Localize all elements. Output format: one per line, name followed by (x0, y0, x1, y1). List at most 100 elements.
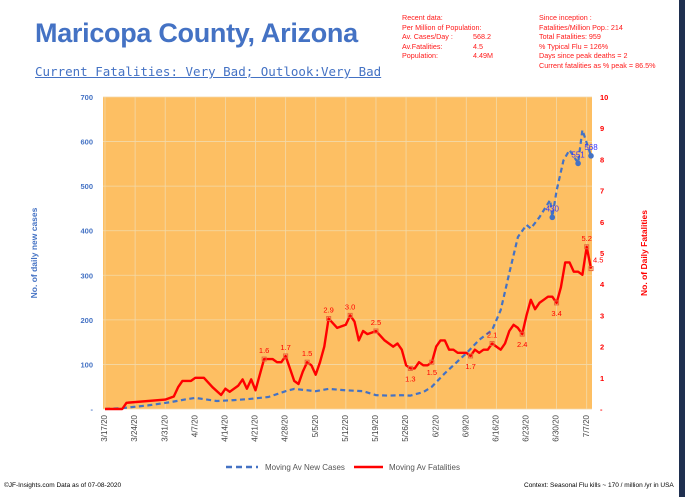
right-tick-label: 4 (600, 280, 605, 289)
fatalities-data-point (347, 312, 353, 318)
left-tick-label: 400 (80, 227, 93, 236)
x-tick-label: 5/26/20 (401, 414, 410, 441)
right-tick-label: 1 (600, 374, 604, 383)
fatalities-data-point (468, 353, 474, 359)
inception-panel: Since inception : Fatalities/Million Pop… (539, 13, 655, 71)
cases-data-label: 430 (546, 204, 560, 213)
x-tick-label: 5/12/20 (341, 414, 350, 441)
x-tick-label: 4/7/20 (190, 414, 199, 437)
cases-data-label: 551 (571, 150, 585, 159)
footer-context: Context: Seasonal Flu kills ~ 170 / mill… (524, 482, 674, 489)
recent-value: 4.49M (473, 51, 493, 61)
fatalities-data-point (584, 244, 590, 250)
inception-line: Days since peak deaths = 2 (539, 51, 628, 61)
chart-title: Maricopa County, Arizona (35, 18, 358, 48)
fatalities-data-label: 5.2 (581, 234, 591, 243)
cases-data-point (575, 160, 581, 167)
x-tick-label: 6/16/20 (491, 414, 500, 441)
x-tick-label: 4/28/20 (281, 414, 290, 441)
x-tick-label: 4/21/20 (251, 414, 260, 441)
left-tick-label: 200 (80, 316, 93, 325)
inception-line: Fatalities/Million Pop.: 214 (539, 22, 623, 32)
fatalities-data-label: 1.7 (465, 362, 475, 371)
recent-heading: Recent data: (402, 13, 443, 22)
x-tick-label: 4/14/20 (221, 414, 230, 441)
left-tick-label: 300 (80, 271, 93, 280)
fatalities-data-label: 2.4 (517, 340, 527, 349)
fatalities-line (105, 245, 593, 411)
fatalities-data-point (554, 300, 560, 306)
window-border (679, 0, 685, 497)
recent-row: Av.Fatalities: 4.5 (402, 41, 483, 52)
fatalities-data-point (489, 340, 495, 346)
left-tick-label: - (91, 405, 94, 414)
fatalities-data-label: 3.0 (345, 302, 355, 311)
fatalities-data-label: 1.3 (405, 374, 415, 383)
fatalities-data-label: 1.5 (427, 368, 437, 377)
fatalities-data-label: 1.6 (259, 346, 269, 355)
fatalities-data-label: 2.9 (323, 306, 333, 315)
right-tick-label: 3 (600, 311, 604, 320)
x-tick-label: 5/19/20 (371, 414, 380, 441)
legend: Moving Av New Cases Moving Av Fatalities (226, 463, 460, 472)
cases-line (104, 128, 593, 411)
recent-label: Population: (402, 51, 438, 61)
fatalities-data-label: 3.4 (551, 309, 561, 318)
recent-label: Av. Cases/Day : (402, 32, 453, 42)
right-y-axis: - 1 2 3 4 5 6 7 8 9 10 (600, 93, 608, 414)
x-tick-label: 5/5/20 (311, 414, 320, 437)
fatalities-data-label: 2.5 (371, 318, 381, 327)
recent-value: 568.2 (473, 32, 491, 42)
fatalities-data-point (373, 328, 379, 334)
fatalities-data-point (519, 331, 525, 337)
left-tick-label: 700 (80, 93, 93, 102)
inception-line: Total Fatalities: 959 (539, 32, 601, 42)
x-tick-label: 6/23/20 (522, 414, 531, 441)
cases-data-label: 568 (584, 143, 598, 152)
recent-row: Population: 4.49M (402, 51, 493, 61)
fatalities-data-label: 1.5 (302, 349, 312, 358)
recent-value: 4.5 (473, 41, 483, 51)
fatalities-data-label: 2.1 (487, 330, 497, 339)
x-tick-label: 3/31/20 (160, 414, 169, 441)
left-tick-label: 100 (80, 360, 93, 369)
cases-data-point (549, 214, 556, 221)
legend-cases-label: Moving Av New Cases (265, 463, 345, 472)
right-tick-label: 8 (600, 155, 604, 164)
fatalities-data-point (304, 359, 310, 365)
footer-source: ©JF-Insights.com Data as of 07-08-2020 (4, 482, 122, 489)
right-tick-label: 6 (600, 218, 604, 227)
cases-data-point (588, 153, 594, 159)
right-tick-label: 2 (600, 343, 604, 352)
right-tick-label: 5 (600, 249, 604, 258)
inception-line: % Typical Flu = 126% (539, 41, 609, 51)
x-tick-label: 6/2/20 (431, 414, 440, 437)
left-axis-label: No. of daily new cases (29, 207, 39, 298)
right-tick-label: 7 (600, 187, 604, 196)
right-tick-label: 9 (600, 124, 604, 133)
left-y-axis: - 100 200 300 400 500 600 700 (80, 93, 93, 414)
recent-row: Av. Cases/Day : 568.2 (402, 32, 491, 42)
x-tick-label: 3/24/20 (130, 414, 139, 441)
fatalities-data-point (407, 365, 413, 371)
left-tick-label: 500 (80, 182, 93, 191)
plot-area (103, 97, 592, 409)
left-tick-label: 600 (80, 138, 93, 147)
fatalities-data-point (283, 353, 289, 359)
inception-line: Since inception : (539, 13, 592, 22)
x-tick-label: 3/17/20 (100, 414, 109, 441)
legend-fatalities-label: Moving Av Fatalities (389, 463, 460, 472)
per-million-heading: Per Million of Population: (402, 22, 482, 32)
fatalities-data-label: 1.7 (280, 343, 290, 352)
fatalities-data-label: 4.5 (593, 256, 603, 265)
fatalities-series: 1.6 1.7 1.5 2.9 3.0 2.5 1.3 1.5 1.7 2.1 2.4 3.4 5.2 4… (105, 234, 603, 411)
chart-subtitle: Current Fatalities: Very Bad; Outlook:Ve… (35, 64, 382, 79)
right-tick-label: 10 (600, 93, 608, 102)
x-axis: 3/17/20 3/24/20 3/31/20 4/7/20 4/14/20 4/21/2… (100, 414, 591, 441)
recent-data-panel: Recent data: Per Million of Population: … (402, 13, 493, 61)
fatalities-data-point (261, 356, 267, 362)
x-tick-label: 6/30/20 (552, 414, 561, 441)
